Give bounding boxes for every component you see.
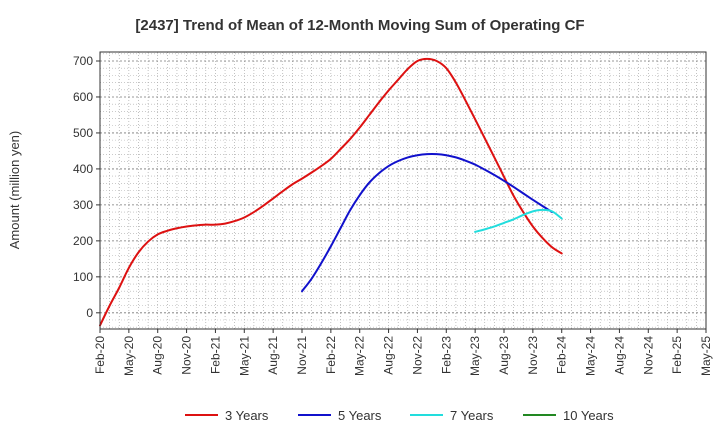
x-tick-label: Feb-20 <box>93 336 107 374</box>
series-line-7-years <box>474 208 563 233</box>
y-tick-label: 400 <box>73 162 93 176</box>
y-tick-label: 600 <box>73 90 93 104</box>
x-tick-label: May-22 <box>353 336 367 376</box>
x-tick-label: May-20 <box>122 336 136 376</box>
y-tick-label: 700 <box>73 54 93 68</box>
y-tick-layer: 0 100 200 300 400 500 600 700 <box>73 54 100 320</box>
legend: 3 Years 5 Years 7 Years 10 Years <box>185 408 614 423</box>
x-tick-label: Feb-23 <box>439 336 453 374</box>
y-tick-label: 0 <box>86 306 93 320</box>
chart-title: [2437] Trend of Mean of 12-Month Moving … <box>135 17 584 34</box>
legend-label-5-years: 5 Years <box>338 408 382 423</box>
x-tick-label: May-23 <box>468 336 482 376</box>
x-tick-label: May-21 <box>237 336 251 376</box>
x-tick-label: Nov-20 <box>180 336 194 375</box>
x-tick-label: Nov-23 <box>526 336 540 375</box>
x-tick-label: Feb-24 <box>555 336 569 374</box>
plot-border <box>99 51 707 330</box>
x-tick-label: Aug-22 <box>382 336 396 375</box>
y-tick-label: 500 <box>73 126 93 140</box>
y-tick-label: 100 <box>73 270 93 284</box>
legend-label-3-years: 3 Years <box>225 408 269 423</box>
x-tick-layer: Feb-20 May-20 Aug-20 Nov-20 Feb-21 May-21 Aug-… <box>93 329 713 376</box>
series-layer <box>99 57 563 327</box>
series-line-5-years <box>301 153 554 293</box>
x-tick-label: Aug-20 <box>151 336 165 375</box>
x-tick-label: Feb-22 <box>324 336 338 374</box>
y-axis-label: Amount (million yen) <box>7 131 22 250</box>
y-tick-label: 300 <box>73 198 93 212</box>
legend-label-10-years: 10 Years <box>563 408 614 423</box>
x-tick-label: May-24 <box>584 336 598 376</box>
y-tick-label: 200 <box>73 234 93 248</box>
x-tick-label: Feb-25 <box>670 336 684 374</box>
x-tick-label: Feb-21 <box>208 336 222 374</box>
x-tick-label: Aug-21 <box>266 336 280 375</box>
legend-label-7-years: 7 Years <box>450 408 494 423</box>
grid-layer <box>100 52 706 329</box>
x-tick-label: Aug-24 <box>612 336 626 375</box>
series-line-3-years <box>99 57 563 327</box>
x-tick-label: Nov-21 <box>295 336 309 375</box>
x-tick-label: May-25 <box>699 336 713 376</box>
x-tick-label: Aug-23 <box>497 336 511 375</box>
x-tick-label: Nov-24 <box>641 336 655 375</box>
x-tick-label: Nov-22 <box>410 336 424 375</box>
